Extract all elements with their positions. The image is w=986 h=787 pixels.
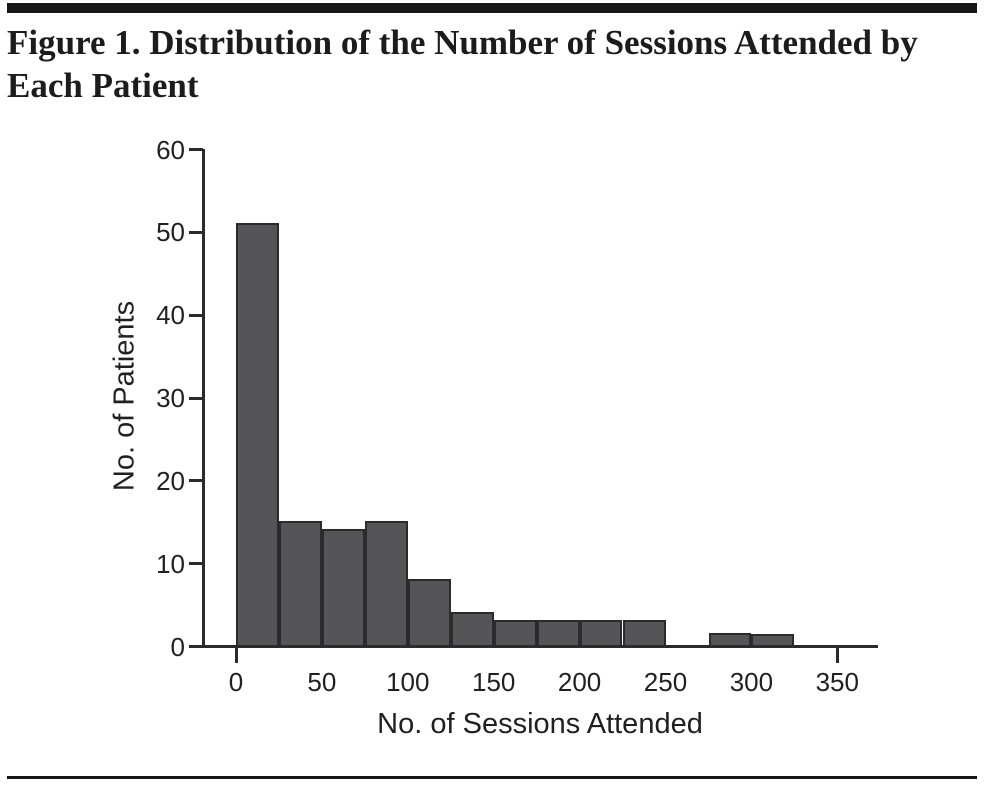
x-tick-label: 0: [228, 667, 244, 697]
top-rule: [7, 3, 977, 13]
y-tick-label: 10: [156, 548, 185, 579]
y-tick: [189, 313, 203, 317]
figure-title-line-1: Figure 1. Distribution of the Number of …: [7, 23, 918, 62]
histogram-bar: [579, 620, 623, 648]
y-tick: [189, 230, 203, 234]
y-tick-label: 20: [156, 465, 185, 496]
x-tick-label: 250: [643, 667, 688, 697]
x-tick-label: 150: [471, 667, 516, 697]
histogram-bar: [751, 634, 795, 648]
y-axis-line: [202, 149, 205, 648]
figure-title: Figure 1. Distribution of the Number of …: [7, 21, 967, 107]
x-tick-label: 300: [729, 667, 774, 697]
histogram-bar: [536, 620, 580, 648]
histogram-bar: [364, 520, 408, 648]
y-tick-label: 60: [156, 134, 185, 165]
y-tick-label: 0: [170, 631, 185, 662]
y-tick-label: 50: [156, 217, 185, 248]
histogram-bar: [278, 520, 322, 648]
y-tick: [189, 396, 203, 400]
y-tick: [189, 479, 203, 483]
x-tick: [234, 648, 238, 663]
y-tick: [189, 148, 203, 151]
bottom-rule: [7, 776, 977, 779]
histogram-bar: [493, 620, 537, 648]
y-tick: [189, 562, 203, 566]
histogram-bar: [708, 632, 752, 648]
y-axis-title: No. of Patients: [108, 300, 141, 492]
histogram-bar: [450, 611, 494, 648]
y-tick-label: 40: [156, 300, 185, 331]
x-axis-line: [202, 645, 878, 648]
histogram-bar: [407, 578, 451, 648]
y-tick: [189, 645, 203, 648]
x-tick-label: 100: [386, 667, 430, 697]
y-tick-label: 30: [156, 383, 185, 413]
x-tick-label: 350: [815, 667, 859, 697]
figure-title-line-2: Each Patient: [7, 66, 199, 105]
x-axis-title: No. of Sessions Attended: [377, 708, 703, 740]
histogram-bar: [236, 222, 279, 648]
histogram-bar: [321, 529, 365, 648]
x-tick-label: 200: [557, 667, 602, 697]
x-tick: [835, 648, 839, 663]
x-tick-label: 50: [307, 667, 337, 697]
histogram-bar: [622, 620, 666, 648]
